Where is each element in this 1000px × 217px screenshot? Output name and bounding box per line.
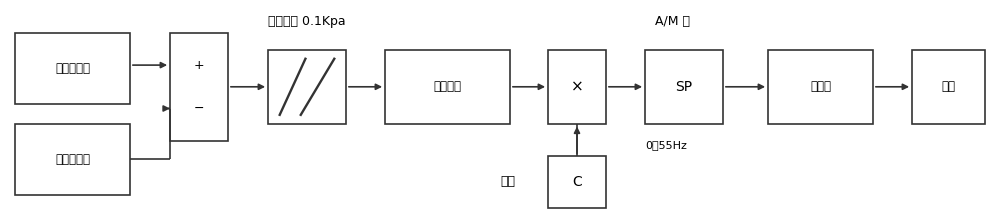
Text: 增益: 增益 bbox=[500, 175, 515, 188]
Text: −: − bbox=[194, 102, 204, 115]
Bar bbox=[170, 33, 228, 141]
Bar bbox=[268, 50, 346, 124]
Bar bbox=[385, 50, 510, 124]
Bar bbox=[548, 50, 606, 124]
Text: SP: SP bbox=[675, 80, 693, 94]
Bar bbox=[548, 156, 606, 208]
Text: ×: × bbox=[571, 79, 583, 94]
Text: 调节死区 0.1Kpa: 调节死区 0.1Kpa bbox=[268, 15, 346, 28]
Bar bbox=[645, 50, 723, 124]
Text: 积分运算: 积分运算 bbox=[434, 80, 462, 93]
Text: 背压设定値: 背压设定値 bbox=[55, 62, 90, 75]
Text: 背压实际値: 背压实际値 bbox=[55, 153, 90, 166]
Bar bbox=[912, 50, 985, 124]
Text: 0～55Hz: 0～55Hz bbox=[645, 140, 687, 150]
Bar bbox=[15, 33, 130, 104]
Text: 风机: 风机 bbox=[942, 80, 956, 93]
Text: 变频器: 变频器 bbox=[810, 80, 831, 93]
Text: +: + bbox=[194, 59, 204, 72]
Text: C: C bbox=[572, 175, 582, 189]
Text: A/M 站: A/M 站 bbox=[655, 15, 690, 28]
Bar bbox=[768, 50, 873, 124]
Bar bbox=[15, 124, 130, 195]
